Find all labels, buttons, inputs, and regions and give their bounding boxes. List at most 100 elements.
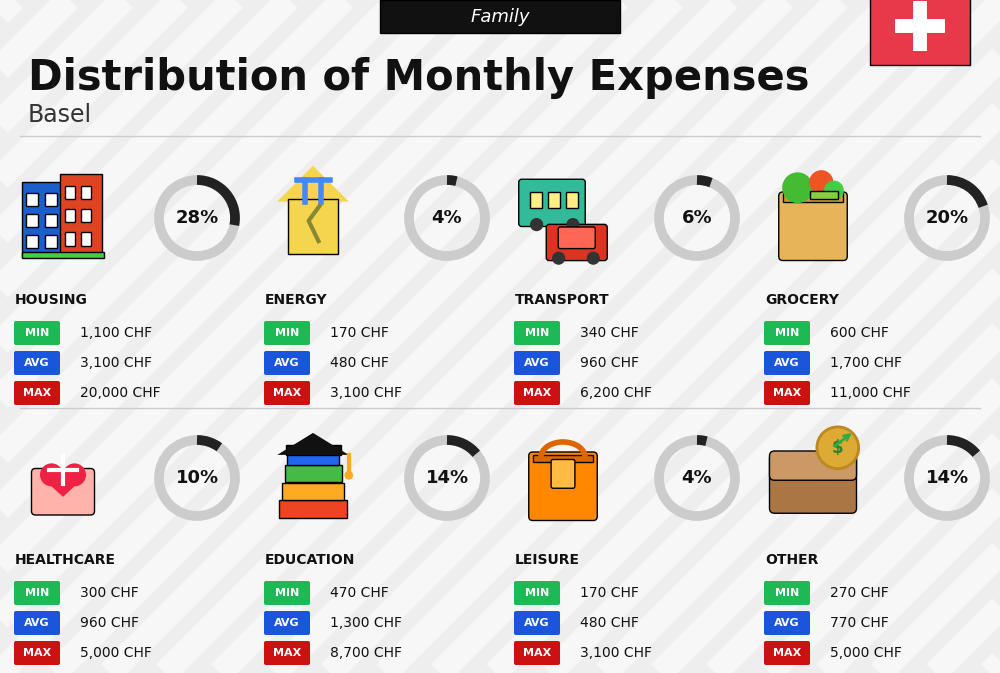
Text: 960 CHF: 960 CHF (80, 616, 139, 630)
Text: EDUCATION: EDUCATION (265, 553, 355, 567)
Text: MAX: MAX (23, 388, 51, 398)
Circle shape (552, 252, 565, 264)
FancyBboxPatch shape (286, 445, 340, 455)
Polygon shape (277, 433, 349, 455)
FancyBboxPatch shape (764, 321, 810, 345)
Text: 480 CHF: 480 CHF (580, 616, 639, 630)
FancyBboxPatch shape (26, 213, 38, 227)
Text: MAX: MAX (523, 388, 551, 398)
FancyBboxPatch shape (514, 351, 560, 375)
FancyBboxPatch shape (264, 641, 310, 665)
Text: 8,700 CHF: 8,700 CHF (330, 646, 402, 660)
FancyBboxPatch shape (514, 611, 560, 635)
FancyBboxPatch shape (14, 581, 60, 605)
Circle shape (566, 218, 580, 232)
Text: AVG: AVG (24, 618, 50, 628)
FancyBboxPatch shape (770, 451, 856, 481)
FancyBboxPatch shape (870, 0, 970, 65)
FancyBboxPatch shape (26, 234, 38, 248)
FancyBboxPatch shape (783, 193, 843, 201)
Text: 4%: 4% (432, 209, 462, 227)
FancyBboxPatch shape (548, 192, 560, 208)
FancyBboxPatch shape (514, 381, 560, 405)
FancyBboxPatch shape (519, 179, 585, 227)
Text: HOUSING: HOUSING (15, 293, 88, 307)
Text: MAX: MAX (773, 388, 801, 398)
FancyBboxPatch shape (264, 351, 310, 375)
Polygon shape (277, 166, 349, 201)
FancyBboxPatch shape (65, 232, 75, 246)
Text: AVG: AVG (24, 358, 50, 368)
Text: GROCERY: GROCERY (765, 293, 839, 307)
Text: 5,000 CHF: 5,000 CHF (80, 646, 152, 660)
FancyBboxPatch shape (764, 611, 810, 635)
Circle shape (824, 180, 844, 201)
Text: 3,100 CHF: 3,100 CHF (580, 646, 652, 660)
Text: 4%: 4% (682, 469, 712, 487)
FancyBboxPatch shape (22, 182, 68, 256)
Text: 5,000 CHF: 5,000 CHF (830, 646, 902, 660)
Circle shape (40, 464, 63, 487)
FancyBboxPatch shape (285, 465, 342, 483)
Text: MIN: MIN (525, 328, 549, 338)
Text: MIN: MIN (775, 328, 799, 338)
FancyBboxPatch shape (81, 186, 91, 199)
FancyBboxPatch shape (45, 192, 57, 207)
Text: 3,100 CHF: 3,100 CHF (80, 356, 152, 370)
FancyBboxPatch shape (264, 381, 310, 405)
Text: MIN: MIN (25, 588, 49, 598)
Text: 770 CHF: 770 CHF (830, 616, 889, 630)
Text: AVG: AVG (524, 618, 550, 628)
Text: AVG: AVG (274, 358, 300, 368)
FancyBboxPatch shape (530, 192, 542, 208)
Text: MAX: MAX (23, 648, 51, 658)
Circle shape (817, 427, 859, 468)
FancyBboxPatch shape (764, 581, 810, 605)
Polygon shape (40, 476, 86, 497)
Circle shape (63, 464, 86, 487)
Circle shape (530, 218, 543, 232)
Text: LEISURE: LEISURE (515, 553, 580, 567)
Text: MIN: MIN (275, 588, 299, 598)
Text: AVG: AVG (524, 358, 550, 368)
Text: 170 CHF: 170 CHF (330, 326, 389, 340)
Text: Distribution of Monthly Expenses: Distribution of Monthly Expenses (28, 57, 810, 99)
FancyBboxPatch shape (558, 227, 595, 248)
FancyBboxPatch shape (14, 321, 60, 345)
FancyBboxPatch shape (65, 209, 75, 222)
Text: MIN: MIN (525, 588, 549, 598)
Circle shape (587, 252, 600, 264)
FancyBboxPatch shape (770, 454, 856, 513)
Text: MIN: MIN (775, 588, 799, 598)
FancyBboxPatch shape (282, 483, 344, 500)
Text: Basel: Basel (28, 103, 92, 127)
Text: 470 CHF: 470 CHF (330, 586, 389, 600)
Text: 300 CHF: 300 CHF (80, 586, 139, 600)
FancyBboxPatch shape (514, 641, 560, 665)
FancyBboxPatch shape (264, 321, 310, 345)
FancyBboxPatch shape (514, 581, 560, 605)
Circle shape (782, 172, 813, 203)
FancyBboxPatch shape (81, 209, 91, 222)
FancyBboxPatch shape (288, 199, 338, 254)
Text: 170 CHF: 170 CHF (580, 586, 639, 600)
Text: HEALTHCARE: HEALTHCARE (15, 553, 116, 567)
FancyBboxPatch shape (81, 232, 91, 246)
FancyBboxPatch shape (14, 351, 60, 375)
Text: TRANSPORT: TRANSPORT (515, 293, 610, 307)
FancyBboxPatch shape (380, 0, 620, 33)
Text: 600 CHF: 600 CHF (830, 326, 889, 340)
Text: MAX: MAX (273, 648, 301, 658)
Text: 6,200 CHF: 6,200 CHF (580, 386, 652, 400)
Text: MAX: MAX (273, 388, 301, 398)
Text: 14%: 14% (925, 469, 969, 487)
FancyBboxPatch shape (764, 641, 810, 665)
Text: 28%: 28% (175, 209, 219, 227)
Text: 10%: 10% (175, 469, 219, 487)
FancyBboxPatch shape (26, 192, 38, 207)
Text: AVG: AVG (274, 618, 300, 628)
FancyBboxPatch shape (45, 213, 57, 227)
Circle shape (344, 471, 353, 480)
Text: 14%: 14% (425, 469, 469, 487)
Text: OTHER: OTHER (765, 553, 818, 567)
